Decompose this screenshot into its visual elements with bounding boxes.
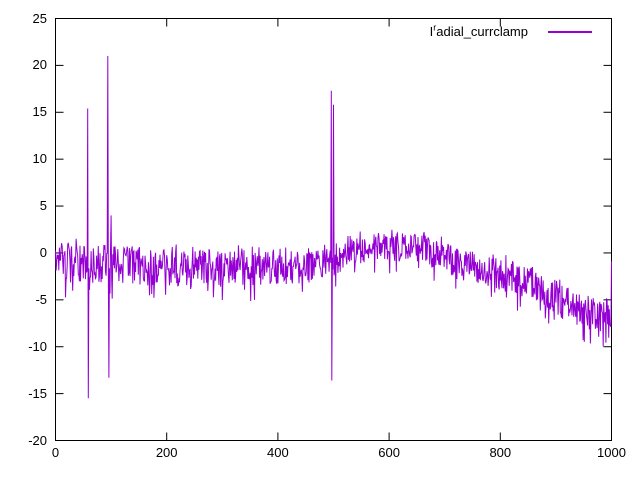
legend-label-superscript: r — [433, 22, 437, 33]
legend-label-rest: adial_currclamp — [436, 24, 528, 39]
y-tick-label: 15 — [32, 104, 47, 120]
legend-label-prefix: I — [429, 24, 434, 39]
x-tick-label: 1000 — [597, 445, 626, 460]
y-tick-label: -10 — [28, 338, 47, 354]
signal-line — [55, 55, 612, 399]
x-tick-label: 0 — [51, 445, 60, 460]
y-tick-label: 10 — [32, 151, 47, 167]
y-tick-label: 5 — [39, 198, 47, 214]
y-tick-label: 25 — [32, 10, 47, 26]
y-tick-label: 0 — [39, 244, 47, 260]
y-tick-label: -20 — [28, 432, 47, 448]
plot-border — [55, 18, 612, 441]
x-tick-label: 600 — [378, 445, 400, 460]
y-tick-label: 20 — [32, 57, 47, 73]
y-tick-label: -5 — [35, 291, 47, 307]
x-tick-label: 200 — [155, 445, 178, 460]
x-tick-label: 400 — [267, 445, 289, 460]
legend-label: Iradial_currclamp — [429, 22, 528, 39]
legend: Iradial_currclamp — [429, 22, 592, 39]
legend-line-sample — [548, 30, 592, 33]
y-tick-label: -15 — [28, 385, 47, 401]
x-tick-label: 800 — [489, 445, 512, 460]
